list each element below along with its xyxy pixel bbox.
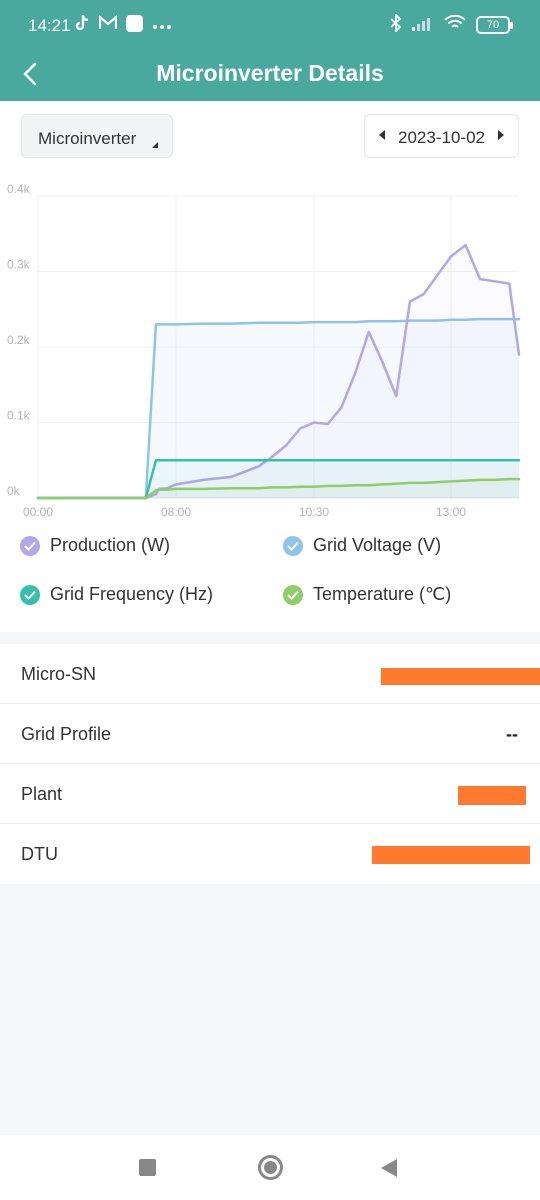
more-icon: [152, 17, 172, 35]
redaction-bar: [458, 786, 526, 805]
detail-row-plant: Plant: [0, 764, 540, 824]
mail-icon: [98, 14, 118, 36]
y-tick-label: 0.1k: [7, 409, 31, 423]
device-type-label: Microinverter: [38, 129, 137, 148]
app-bar: Microinverter Details: [0, 52, 540, 101]
series-area: [38, 245, 519, 498]
detail-label: Plant: [21, 784, 63, 804]
home-button[interactable]: [258, 1155, 283, 1180]
detail-row-micro-sn: Micro-SN: [0, 644, 540, 704]
date-picker[interactable]: 2023-10-02: [364, 114, 519, 158]
detail-row-dtu: DTU: [0, 824, 540, 884]
battery-icon: 70: [476, 16, 513, 34]
detail-label: Grid Profile: [21, 724, 112, 744]
back-arrow-icon[interactable]: [16, 56, 46, 92]
detail-row-grid-profile: Grid Profile --: [0, 704, 540, 764]
details-list: Micro-SN Grid Profile -- Plant DTU: [0, 644, 540, 884]
y-tick-label: 0.3k: [7, 258, 31, 272]
bluetooth-icon: [390, 12, 402, 36]
status-bar: 14:21 70: [0, 0, 540, 52]
legend-label: Temperature (℃): [313, 584, 452, 604]
status-time: 14:21: [28, 16, 71, 35]
system-nav-bar: [0, 1135, 540, 1200]
detail-value: --: [506, 724, 518, 744]
y-tick-label: 0.4k: [7, 182, 31, 196]
detail-label: Micro-SN: [21, 664, 96, 684]
detail-label: DTU: [21, 844, 58, 864]
back-button[interactable]: [381, 1159, 397, 1177]
legend-item[interactable]: Grid Voltage (V): [283, 535, 441, 556]
legend-item[interactable]: Grid Frequency (Hz): [20, 584, 213, 605]
selected-date: 2023-10-02: [398, 128, 485, 147]
series-line: [36, 317, 521, 500]
tiktok-icon: [74, 14, 90, 37]
series-area: [38, 319, 519, 498]
y-tick-label: 0.2k: [7, 333, 31, 347]
previous-day-button[interactable]: [379, 130, 385, 140]
wifi-icon: [444, 14, 466, 35]
series-line: [36, 459, 521, 500]
x-tick-label: 13:00: [436, 505, 466, 519]
dropdown-caret-icon: [152, 142, 158, 148]
next-day-button[interactable]: [498, 130, 504, 140]
x-tick-label: 00:00: [23, 505, 53, 519]
chart-card: Microinverter 2023-10-02 0k 0.1k 0.2k 0.3k 0…: [0, 101, 540, 632]
device-type-dropdown[interactable]: Microinverter: [21, 114, 173, 158]
checkmark-icon: [20, 584, 40, 605]
app-icon: [126, 14, 143, 37]
redaction-bar: [372, 846, 530, 864]
checkmark-icon: [283, 535, 303, 556]
legend-item[interactable]: Production (W): [20, 535, 170, 556]
checkmark-icon: [283, 584, 303, 605]
x-tick-label: 10:30: [299, 505, 329, 519]
series-line: [36, 243, 521, 500]
legend-label: Production (W): [50, 535, 171, 555]
legend-label: Grid Frequency (Hz): [50, 584, 214, 604]
x-tick-label: 08:00: [161, 505, 191, 519]
series-line: [36, 477, 521, 500]
signal-icon: [412, 15, 434, 35]
recent-apps-button[interactable]: [139, 1159, 156, 1176]
y-tick-label: 0k: [7, 484, 21, 498]
checkmark-icon: [20, 535, 40, 556]
legend-item[interactable]: Temperature (℃): [283, 584, 451, 605]
legend-label: Grid Voltage (V): [313, 535, 442, 555]
page-title: Microinverter Details: [156, 60, 384, 86]
chart-area[interactable]: 0k 0.1k 0.2k 0.3k 0.4k 00:00 08:00 10:30 13:00: [0, 181, 540, 521]
redaction-bar: [381, 668, 540, 685]
